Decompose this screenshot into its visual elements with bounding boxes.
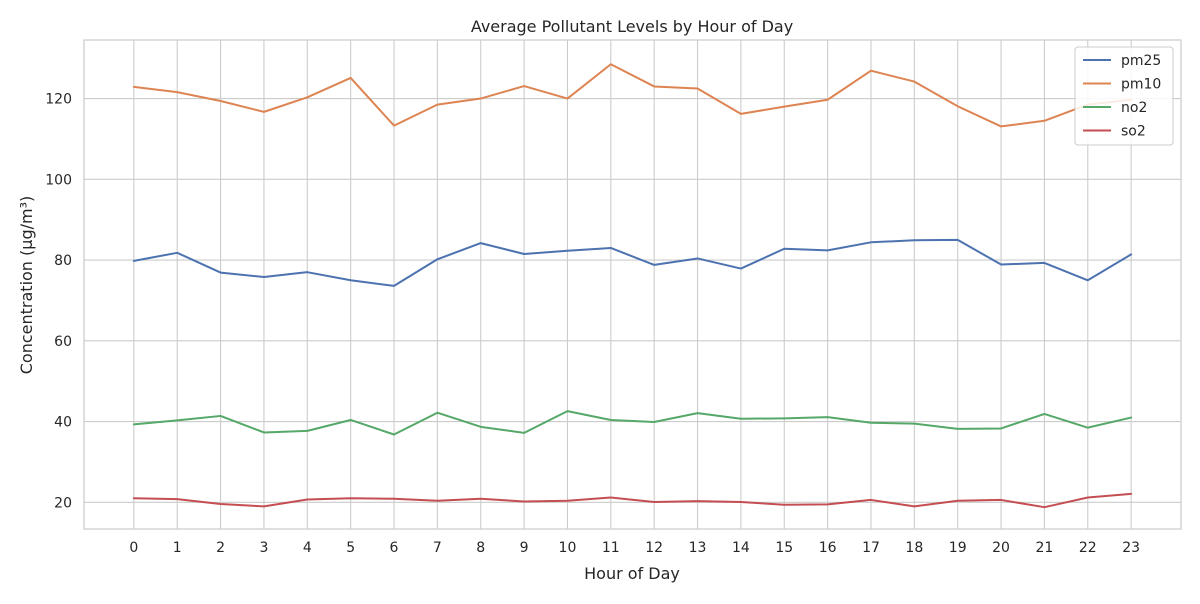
plot-frame	[83, 39, 1182, 530]
x-axis-title: Hour of Day	[584, 564, 680, 583]
x-tick-label: 7	[433, 540, 442, 556]
x-tick-label: 6	[390, 540, 399, 556]
y-tick-label: 40	[54, 415, 72, 431]
x-tick-label: 18	[905, 540, 923, 556]
x-tick-label: 9	[520, 540, 529, 556]
x-axis-ticks: 0 1 2 3 4 5 6 7 8 9 10 11 12 13 14 15 16 17 18 19 20 21 22 23	[129, 540, 1140, 556]
x-tick-label: 11	[602, 540, 620, 556]
x-tick-label: 17	[862, 540, 880, 556]
grid-lines	[84, 40, 1181, 529]
legend-label-pm10: pm10	[1121, 77, 1161, 93]
y-tick-label: 20	[54, 495, 72, 511]
x-tick-label: 2	[216, 540, 225, 556]
x-tick-label: 22	[1079, 540, 1097, 556]
legend-label-no2: no2	[1121, 100, 1147, 116]
series-line-pm10	[132, 63, 1133, 128]
series-line-so2	[132, 492, 1133, 509]
x-tick-label: 21	[1036, 540, 1054, 556]
x-tick-label: 23	[1122, 540, 1140, 556]
x-tick-label: 13	[689, 540, 707, 556]
x-tick-label: 0	[129, 540, 138, 556]
y-axis-title: Concentration (µg/m³)	[17, 196, 36, 374]
x-tick-label: 16	[819, 540, 837, 556]
legend-label-so2: so2	[1121, 124, 1146, 140]
x-tick-label: 1	[173, 540, 182, 556]
y-tick-label: 60	[54, 334, 72, 350]
series-line-no2	[132, 410, 1133, 436]
series-line-pm25	[132, 238, 1133, 287]
legend-box	[1074, 46, 1174, 146]
series-lines	[132, 63, 1133, 509]
y-axis-ticks: 20 40 60 80 100 120	[45, 92, 72, 512]
x-tick-label: 3	[259, 540, 268, 556]
x-tick-label: 12	[645, 540, 663, 556]
y-tick-label: 100	[45, 172, 72, 188]
x-tick-label: 15	[775, 540, 793, 556]
chart-title: Average Pollutant Levels by Hour of Day	[471, 17, 793, 36]
x-tick-label: 19	[949, 540, 967, 556]
legend-label-pm25: pm25	[1121, 53, 1161, 69]
x-tick-label: 8	[476, 540, 485, 556]
y-tick-label: 120	[45, 92, 72, 108]
x-tick-label: 20	[992, 540, 1010, 556]
x-tick-label: 5	[346, 540, 355, 556]
y-tick-label: 80	[54, 253, 72, 269]
legend: pm25 pm10 no2 so2	[1074, 46, 1174, 146]
x-tick-label: 14	[732, 540, 750, 556]
x-tick-label: 10	[559, 540, 577, 556]
x-tick-label: 4	[303, 540, 312, 556]
